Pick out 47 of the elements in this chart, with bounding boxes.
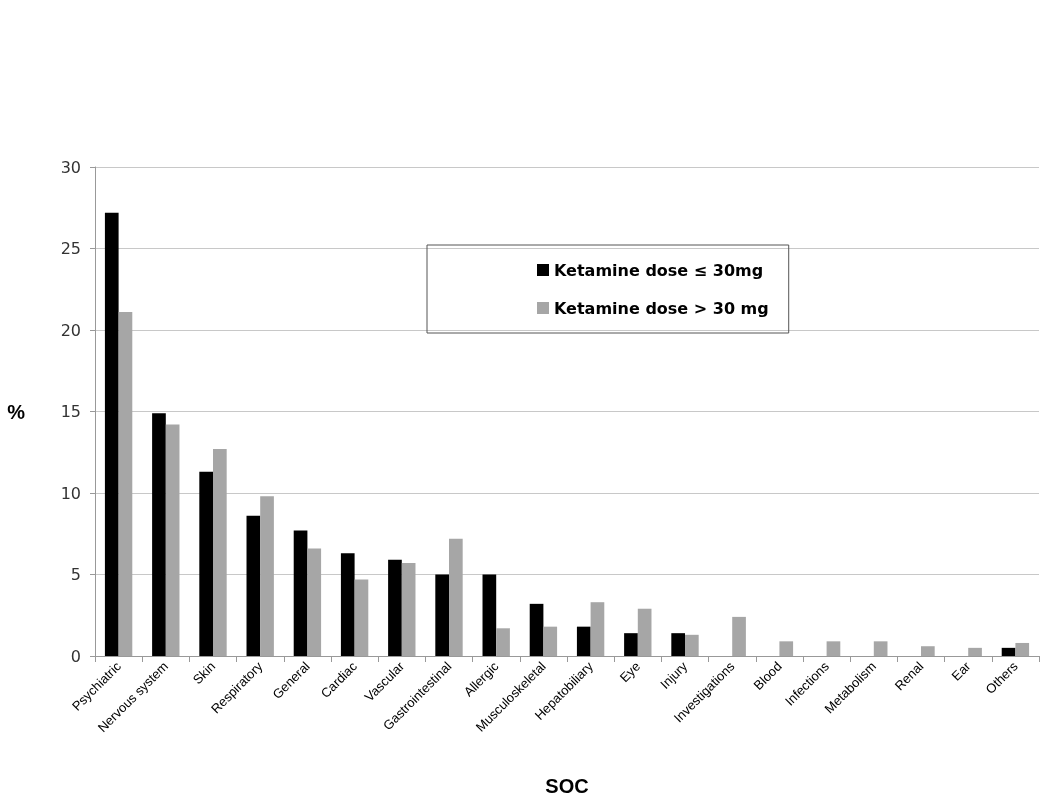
bar	[637, 608, 652, 656]
bar	[401, 563, 416, 656]
bar	[1001, 647, 1016, 656]
bar	[671, 633, 685, 656]
legend-label: Ketamine dose ≤ 30mg	[554, 260, 764, 280]
y-tick-label: 25	[60, 239, 81, 258]
bar	[449, 538, 463, 656]
bar	[435, 574, 449, 656]
bar	[590, 602, 605, 656]
bar	[779, 641, 794, 656]
bar	[388, 559, 402, 656]
bar	[482, 574, 497, 656]
bar	[104, 212, 119, 656]
bar	[529, 603, 544, 656]
bar	[213, 448, 227, 656]
bar	[152, 413, 166, 656]
bar	[260, 496, 274, 656]
bar	[826, 641, 841, 656]
bar	[340, 553, 355, 656]
bar	[732, 616, 746, 656]
x-tick-label: Eye	[616, 658, 644, 686]
bar	[1015, 642, 1030, 656]
legend-label: Ketamine dose > 30 mg	[554, 298, 769, 318]
bar	[968, 647, 982, 656]
y-tick-label: 10	[60, 483, 81, 503]
bar	[165, 424, 180, 656]
bar	[873, 641, 888, 656]
bar	[199, 471, 213, 656]
y-tick-label: 15	[60, 402, 81, 421]
y-tick-label: 20	[60, 320, 81, 340]
bar	[307, 548, 322, 656]
bar	[624, 633, 638, 656]
bar	[354, 579, 369, 656]
x-tick-label: Ear	[948, 658, 974, 684]
bar	[576, 626, 591, 656]
bar	[496, 628, 510, 656]
y-tick-label: 30	[60, 157, 81, 177]
y-axis-title: %	[7, 400, 26, 423]
y-tick-label: 0	[70, 646, 81, 666]
bar	[293, 530, 308, 656]
bar	[543, 626, 558, 656]
bar	[246, 515, 261, 656]
bar	[921, 646, 935, 656]
x-axis-title: SOC	[545, 775, 589, 797]
y-tick-label: 5	[70, 565, 81, 584]
bar	[685, 634, 699, 656]
bar	[118, 312, 133, 656]
